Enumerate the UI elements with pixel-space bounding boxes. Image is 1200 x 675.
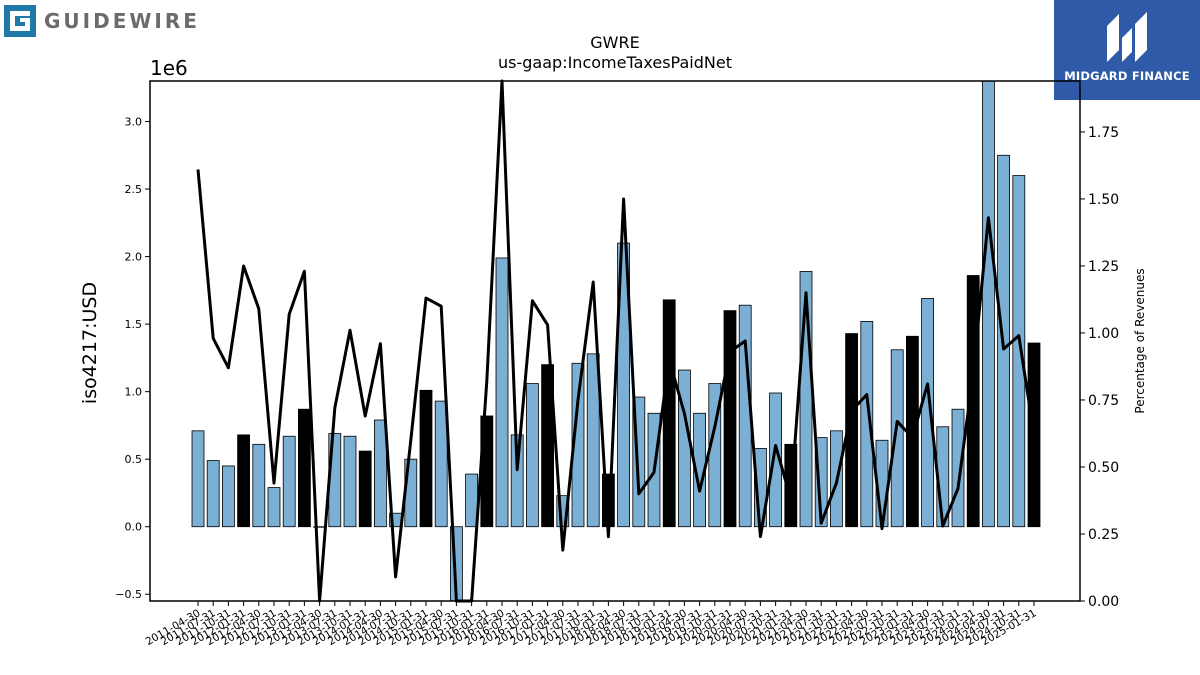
percentage-of-revenues-line	[196, 79, 1036, 603]
bar-2014-04-30	[373, 419, 387, 528]
x-axis: 2011-04-302011-07-312011-10-312012-01-31…	[144, 601, 1039, 648]
y2-tick-label: 0.25	[1088, 527, 1119, 543]
bar-2023-04-30	[921, 298, 934, 528]
y2-tick-label: 0.75	[1088, 393, 1119, 409]
bar-2011-10-31	[221, 465, 235, 528]
guidewire-wordmark: GUIDEWIRE	[44, 9, 200, 33]
y2-tick-label: 1.75	[1088, 125, 1119, 141]
y-tick-label: −0.5	[115, 588, 142, 601]
bar-2014-01-31	[358, 450, 372, 528]
bar-2016-04-30	[495, 257, 509, 528]
chart-title: GWRE	[590, 33, 639, 52]
y-tick-label: 1.0	[125, 386, 143, 399]
bar-2022-04-30	[860, 321, 874, 528]
bar-2020-04-30	[738, 304, 752, 528]
chart-subtitle: us-gaap:IncomeTaxesPaidNet	[498, 53, 732, 72]
y-tick-label: 1.5	[125, 318, 143, 331]
bar-2020-01-31	[723, 310, 737, 528]
y2-tick-label: 1.50	[1088, 192, 1119, 208]
guidewire-logo: GUIDEWIRE	[4, 4, 200, 38]
y2-tick-label: 0.00	[1088, 594, 1119, 610]
y2-tick-label: 0.50	[1088, 460, 1119, 476]
bar-2012-04-30	[252, 443, 266, 528]
bar-2018-04-30	[617, 242, 630, 528]
bar-2019-01-31	[662, 299, 676, 528]
y2-tick-label: 1.25	[1088, 259, 1119, 275]
bar-2017-10-31	[586, 353, 600, 528]
y-axis-multiplier: 1e6	[150, 56, 188, 80]
y-tick-label: 3.0	[125, 116, 143, 129]
y-tick-label: 2.5	[125, 183, 143, 196]
bar-2012-07-31	[267, 487, 281, 528]
y2-axis-label: Percentage of Revenues	[1133, 268, 1147, 413]
y2-tick-label: 1.00	[1088, 326, 1119, 342]
bar-2012-10-31	[282, 435, 296, 528]
midgard-finance-logo: MIDGARD FINANCE	[1054, 0, 1200, 100]
y-axis: −0.5 0.0 0.5 1.0 1.5 2.0 2.5 3.0	[115, 116, 150, 601]
bar-2025-01-31	[1027, 342, 1041, 528]
bar-2017-01-31	[541, 364, 554, 528]
plot-frame	[149, 80, 1081, 602]
y-axis-label: iso4217:USD	[79, 282, 101, 404]
y-tick-label: 2.0	[125, 251, 143, 264]
bar-2012-01-31	[237, 434, 251, 528]
bar-2022-10-31	[890, 349, 904, 528]
bar-2013-01-31	[297, 408, 311, 528]
bar-2022-01-31	[845, 333, 858, 528]
guidewire-g-icon	[4, 5, 36, 37]
bars-layer	[191, 80, 1041, 602]
y-tick-label: 0.0	[125, 521, 143, 534]
midgard-m-icon	[1107, 12, 1147, 62]
bar-2024-10-31	[1012, 175, 1026, 528]
bar-2015-01-31	[419, 389, 433, 528]
bar-2020-10-31	[769, 392, 782, 528]
bar-2016-10-31	[526, 383, 539, 528]
bar-2011-07-31	[206, 460, 220, 528]
bar-2013-10-31	[343, 435, 357, 528]
bar-2011-04-30	[191, 430, 205, 528]
y-tick-label: 0.5	[125, 453, 143, 466]
y2-axis: 0.00 0.25 0.50 0.75 1.00 1.25 1.50 1.75	[1080, 125, 1119, 610]
midgard-wordmark: MIDGARD FINANCE	[1064, 69, 1190, 83]
bar-2015-04-30	[434, 400, 448, 528]
bar-2024-04-30	[982, 80, 995, 528]
